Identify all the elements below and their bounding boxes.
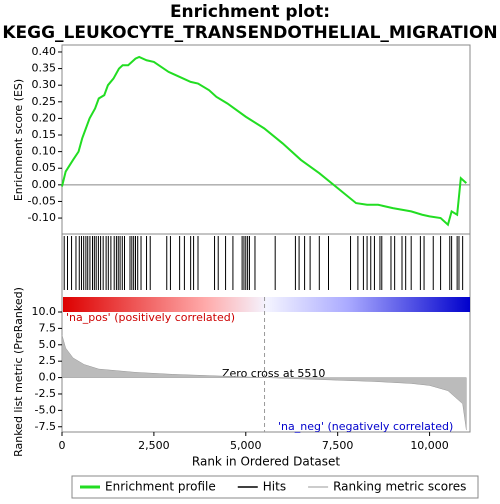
x-axis-title: Rank in Ordered Dataset — [192, 455, 340, 469]
x-tick-label: 0 — [59, 439, 66, 452]
chart-subtitle: KEGG_LEUKOCYTE_TRANSENDOTHELIAL_MIGRATIO… — [2, 23, 497, 43]
y-tick-label: 5.0 — [39, 338, 57, 351]
x-tick-label: 10,000 — [410, 439, 449, 452]
y-tick-label: -5.0 — [35, 403, 56, 416]
legend-label: Hits — [263, 480, 286, 494]
y-tick-label: 2.5 — [39, 354, 57, 367]
y-tick-label: 0.0 — [39, 371, 57, 384]
x-tick-label: 2,500 — [138, 439, 170, 452]
plot-frame — [61, 44, 471, 433]
ranking-area — [61, 334, 467, 431]
y-tick-label: 0.05 — [32, 161, 57, 174]
x-tick-label: 7,500 — [322, 439, 354, 452]
y-tick-label: 10.0 — [32, 305, 57, 318]
legend-label: Enrichment profile — [105, 480, 216, 494]
y-tick-label: 0.40 — [32, 45, 57, 58]
y-tick-label: 0.35 — [32, 62, 57, 75]
y-tick-label: 0.10 — [32, 145, 57, 158]
neg-label: 'na_neg' (negatively correlated) — [278, 420, 453, 433]
y-tick-label: -2.5 — [35, 387, 56, 400]
legend — [71, 475, 479, 499]
pos-label: 'na_pos' (positively correlated) — [66, 311, 235, 324]
y-tick-label: 7.5 — [39, 321, 57, 334]
y-tick-label: -7.5 — [35, 420, 56, 433]
y-axis-title: Enrichment score (ES) — [12, 79, 25, 201]
y-tick-label: 0.00 — [32, 178, 57, 191]
y-tick-label: -0.05 — [28, 194, 56, 207]
y-axis-title: Ranked list metric (PreRanked) — [12, 287, 25, 457]
chart-title: Enrichment plot: — [170, 2, 330, 22]
y-tick-label: 0.15 — [32, 128, 57, 141]
y-tick-label: 0.20 — [32, 111, 57, 124]
y-tick-label: -0.10 — [28, 211, 56, 224]
y-tick-label: 0.30 — [32, 78, 57, 91]
y-tick-label: 0.25 — [32, 95, 57, 108]
legend-label: Ranking metric scores — [333, 480, 466, 494]
x-tick-label: 5,000 — [230, 439, 262, 452]
enrichment-line — [61, 55, 467, 227]
rank-color-bar — [63, 297, 470, 312]
